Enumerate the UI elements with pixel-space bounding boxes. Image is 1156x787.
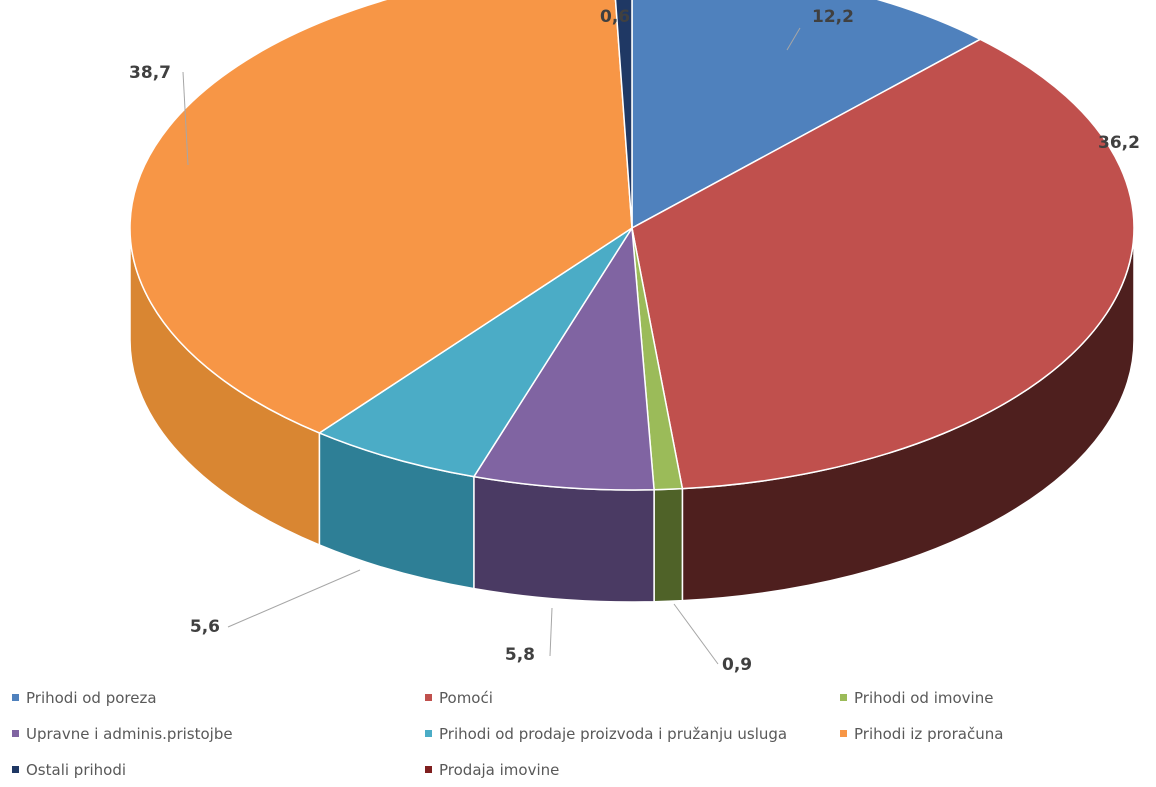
data-label-prihodi-od-prodaje-proizvoda-i-pruzanju-usluga: 5,6 <box>190 617 220 637</box>
legend-item-prihodi-od-prodaje-proizvoda-i-pruzanju-usluga: Prihodi od prodaje proizvoda i pružanju … <box>425 724 787 744</box>
pie-slice-pomoci <box>631 38 1135 490</box>
legend-label: Ostali prihodi <box>26 761 127 779</box>
legend: Prihodi od poreza Pomoći Prihodi od imovin… <box>0 686 1156 786</box>
legend-swatch <box>12 766 19 773</box>
legend-swatch <box>425 730 432 737</box>
pie-side-upravne-i-adminis-pristojbe <box>473 475 655 603</box>
data-label-upravne-i-adminis-pristojbe: 5,8 <box>505 645 535 665</box>
pie-slice-prihodi-od-poreza <box>631 0 981 229</box>
legend-label: Upravne i adminis.pristojbe <box>26 725 233 743</box>
legend-item-prodaja-imovine: Prodaja imovine <box>425 760 559 780</box>
data-label-ostali-prihodi: 0,6 <box>600 7 630 27</box>
legend-label: Prihodi od prodaje proizvoda i pružanju … <box>439 725 788 743</box>
leader-line-prihodi-od-prodaje-proizvoda-i-pruzanju-usluga <box>227 569 361 628</box>
legend-item-ostali-prihodi: Ostali prihodi <box>12 760 126 780</box>
legend-swatch <box>840 694 847 701</box>
data-labels: 12,2 36,2 0,9 5,8 5,6 38,7 0,6 <box>129 7 1140 675</box>
legend-swatch <box>840 730 847 737</box>
leader-line-upravne-i-adminis-pristojbe <box>549 607 553 657</box>
pie-slices <box>129 0 1135 491</box>
legend-item-prihodi-iz-proracuna: Prihodi iz proračuna <box>840 724 1003 744</box>
data-label-prihodi-od-poreza: 12,2 <box>812 7 854 27</box>
pie-slice-prihodi-iz-proracuna <box>129 0 633 434</box>
legend-label: Prihodi iz proračuna <box>854 725 1004 743</box>
pie-slice-ostali-prihodi <box>614 0 633 229</box>
pie-slice-prihodi-od-prodaje-proizvoda-i-pruzanju-usluga <box>318 227 633 478</box>
pie-slice-upravne-i-adminis-pristojbe <box>473 227 655 491</box>
data-label-prihodi-od-imovine: 0,9 <box>722 655 752 675</box>
legend-label: Prihodi od poreza <box>26 689 157 707</box>
pie-chart: 12,2 36,2 0,9 5,8 5,6 38,7 0,6 <box>129 0 1140 675</box>
data-label-pomoci: 36,2 <box>1098 133 1140 153</box>
legend-item-pomoci: Pomoći <box>425 688 493 708</box>
legend-swatch <box>425 694 432 701</box>
leader-line-prihodi-od-imovine <box>673 603 719 665</box>
legend-item-upravne-i-adminis-pristojbe: Upravne i adminis.pristojbe <box>12 724 233 744</box>
pie-side-prihodi-od-imovine <box>653 487 684 603</box>
legend-label: Prodaja imovine <box>439 761 560 779</box>
legend-item-prihodi-od-imovine: Prihodi od imovine <box>840 688 993 708</box>
leader-line-prihodi-od-poreza <box>786 27 801 51</box>
legend-swatch <box>12 694 19 701</box>
leader-line-prihodi-iz-proracuna <box>182 71 189 166</box>
data-label-prihodi-iz-proracuna: 38,7 <box>129 63 171 83</box>
legend-item-prihodi-od-poreza: Prihodi od poreza <box>12 688 157 708</box>
legend-swatch <box>12 730 19 737</box>
legend-label: Prihodi od imovine <box>854 689 994 707</box>
legend-swatch <box>425 766 432 773</box>
legend-label: Pomoći <box>439 689 493 707</box>
